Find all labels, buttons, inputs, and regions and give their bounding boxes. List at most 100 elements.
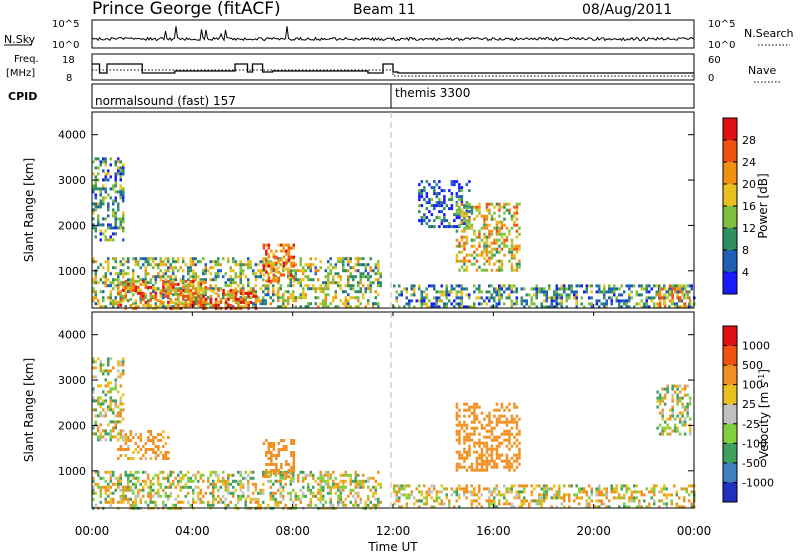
- echo-cell: [227, 488, 230, 492]
- echo-cell: [270, 442, 273, 445]
- echo-cell: [458, 208, 461, 212]
- echo-cell: [618, 305, 621, 309]
- echo-cell: [635, 484, 638, 488]
- echo-cell: [287, 463, 291, 466]
- echo-cell: [307, 263, 310, 267]
- echo-cell: [665, 502, 668, 506]
- echo-cell: [643, 493, 646, 497]
- echo-cell: [139, 257, 142, 261]
- echo-cell: [658, 399, 662, 403]
- echo-cell: [172, 503, 175, 507]
- echo-cell: [458, 259, 461, 263]
- echo-cell: [488, 447, 491, 451]
- echo-cell: [277, 299, 280, 303]
- echo-cell: [377, 260, 380, 264]
- echo-cell: [127, 439, 130, 442]
- echo-cell: [518, 490, 521, 494]
- echo-cell: [164, 485, 167, 489]
- echo-cell: [114, 426, 117, 430]
- echo-cell: [309, 266, 312, 270]
- echo-cell: [339, 260, 342, 264]
- echo-cell: [267, 287, 270, 291]
- echo-cell: [239, 260, 242, 264]
- echo-cell: [197, 470, 200, 474]
- echo-cell: [465, 432, 469, 436]
- echo-cell: [217, 287, 220, 291]
- echo-cell: [513, 211, 516, 215]
- echo-cell: [503, 232, 506, 236]
- echo-cell: [668, 414, 672, 418]
- echo-cell: [282, 439, 286, 442]
- echo-cell: [543, 299, 546, 303]
- echo-cell: [264, 287, 267, 291]
- echo-cell: [154, 302, 157, 306]
- echo-cell: [603, 502, 606, 506]
- echo-cell: [119, 482, 122, 486]
- echo-cell: [344, 473, 347, 477]
- echo-cell: [169, 263, 172, 267]
- echo-cell: [257, 299, 260, 303]
- echo-cell: [528, 502, 531, 506]
- echo-cell: [595, 290, 598, 294]
- echo-cell: [465, 490, 468, 494]
- echo-cell: [164, 257, 167, 261]
- echo-cell: [575, 299, 578, 303]
- echo-cell: [483, 256, 486, 260]
- echo-cell: [177, 482, 180, 486]
- echo-cell: [134, 284, 137, 288]
- echo-cell: [379, 485, 382, 489]
- colorbar-swatch: [723, 423, 737, 444]
- echo-cell: [107, 423, 110, 427]
- echo-cell: [209, 266, 212, 270]
- echo-cell: [164, 291, 168, 295]
- echo-cell: [686, 402, 689, 406]
- echo-cell: [197, 303, 200, 307]
- echo-cell: [134, 433, 138, 436]
- echo-cell: [433, 296, 436, 300]
- echo-cell: [164, 269, 167, 273]
- echo-cell: [119, 375, 122, 379]
- echo-cell: [265, 439, 268, 442]
- echo-cell: [495, 305, 498, 309]
- echo-cell: [277, 293, 280, 297]
- echo-cell: [508, 293, 511, 297]
- echo-cell: [377, 302, 380, 306]
- echo-cell: [104, 305, 107, 309]
- echo-cell: [232, 299, 235, 303]
- echo-cell: [458, 505, 461, 509]
- echo-cell: [478, 235, 481, 239]
- echo-cell: [673, 417, 677, 421]
- echo-cell: [292, 500, 295, 504]
- echo-cell: [119, 454, 123, 457]
- echo-cell: [595, 493, 598, 497]
- echo-cell: [580, 487, 583, 491]
- echo-cell: [277, 258, 281, 262]
- echo-cell: [314, 287, 317, 291]
- echo-cell: [94, 366, 97, 370]
- echo-cell: [197, 494, 200, 498]
- echo-cell: [505, 499, 508, 503]
- echo-cell: [114, 405, 117, 409]
- echo-cell: [277, 279, 281, 283]
- echo-cell: [232, 305, 235, 309]
- echo-cell: [119, 296, 122, 300]
- echo-cell: [518, 453, 521, 457]
- echo-cell: [510, 490, 513, 494]
- echo-cell: [525, 302, 528, 306]
- echo-cell: [157, 275, 160, 279]
- echo-cell: [455, 423, 459, 427]
- echo-cell: [435, 499, 438, 503]
- echo-cell: [287, 290, 290, 294]
- echo-cell: [645, 287, 648, 291]
- echo-cell: [560, 287, 563, 291]
- echo-cell: [227, 257, 230, 261]
- echo-cell: [299, 497, 302, 501]
- echo-cell: [369, 284, 372, 288]
- echo-cell: [174, 287, 177, 291]
- echo-cell: [438, 210, 441, 214]
- echo-cell: [132, 482, 135, 486]
- echo-cell: [483, 223, 486, 227]
- echo-cell: [184, 290, 187, 294]
- echo-cell: [119, 411, 122, 415]
